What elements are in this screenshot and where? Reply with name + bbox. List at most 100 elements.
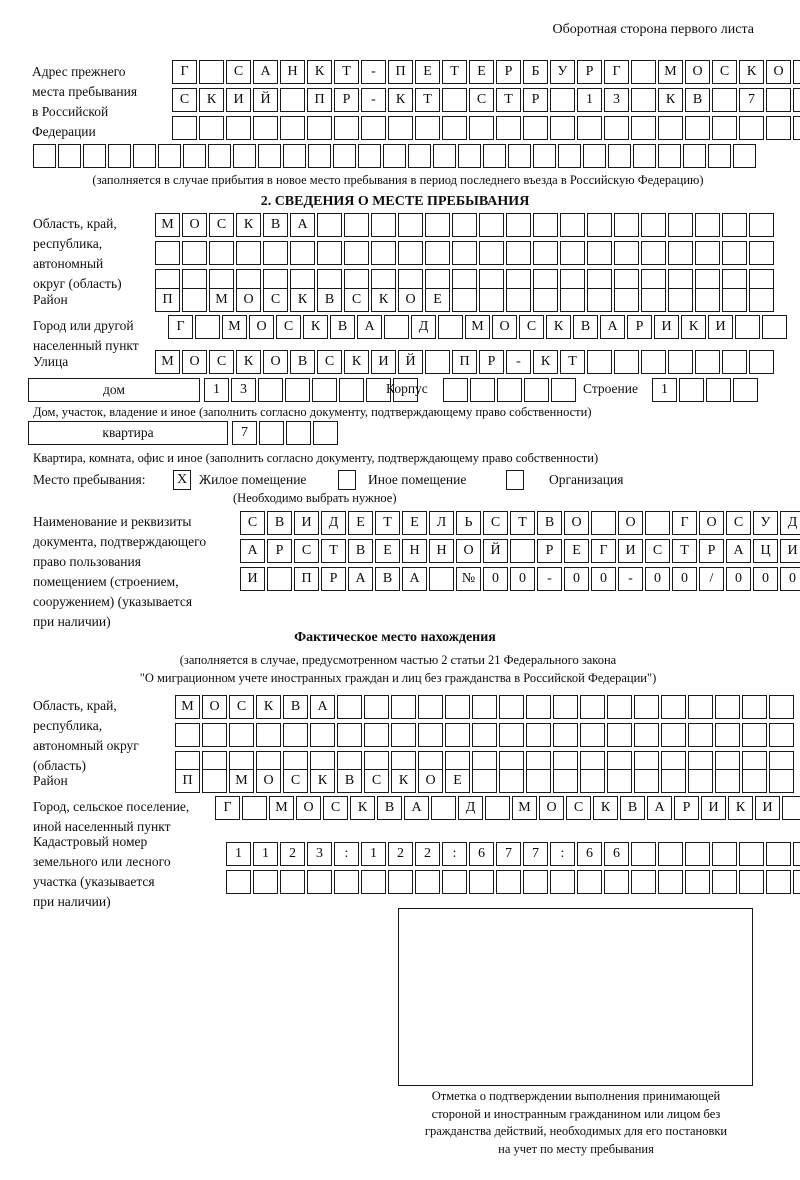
char-cell[interactable] (695, 350, 720, 374)
char-cell[interactable]: 1 (652, 378, 677, 402)
char-cell[interactable]: В (537, 511, 562, 535)
char-cell[interactable] (614, 213, 639, 237)
char-cell[interactable]: В (263, 213, 288, 237)
char-cell[interactable] (668, 241, 693, 265)
char-cell[interactable] (344, 213, 369, 237)
char-cell[interactable]: И (780, 539, 800, 563)
char-cell[interactable]: Т (560, 350, 585, 374)
char-cell[interactable] (695, 241, 720, 265)
char-cell[interactable] (526, 723, 551, 747)
char-cell[interactable] (183, 144, 206, 168)
char-cell[interactable]: У (753, 511, 778, 535)
char-cell[interactable] (388, 116, 413, 140)
char-cell[interactable] (280, 870, 305, 894)
char-cell[interactable]: 0 (483, 567, 508, 591)
char-cell[interactable] (182, 288, 207, 312)
char-cell[interactable]: Г (215, 796, 240, 820)
char-cell[interactable] (688, 769, 713, 793)
char-cell[interactable]: : (442, 842, 467, 866)
char-cell[interactable] (445, 695, 470, 719)
char-cell[interactable] (749, 213, 774, 237)
char-cell[interactable]: Т (415, 88, 440, 112)
char-cell[interactable] (199, 116, 224, 140)
char-cell[interactable] (202, 723, 227, 747)
char-cell[interactable] (523, 116, 548, 140)
char-cell[interactable]: С (364, 769, 389, 793)
char-cell[interactable] (312, 378, 337, 402)
char-cell[interactable] (580, 723, 605, 747)
char-cell[interactable]: В (377, 796, 402, 820)
char-cell[interactable]: И (701, 796, 726, 820)
char-cell[interactable] (438, 315, 463, 339)
char-cell[interactable] (452, 241, 477, 265)
char-cell[interactable]: Й (398, 350, 423, 374)
char-cell[interactable]: Р (523, 88, 548, 112)
char-cell[interactable]: 7 (496, 842, 521, 866)
char-cell[interactable] (766, 870, 791, 894)
char-cell[interactable] (715, 769, 740, 793)
char-cell[interactable]: 7 (232, 421, 257, 445)
char-cell[interactable]: В (573, 315, 598, 339)
char-cell[interactable] (550, 870, 575, 894)
char-cell[interactable]: В (330, 315, 355, 339)
char-cell[interactable] (499, 769, 524, 793)
char-cell[interactable] (715, 695, 740, 719)
char-cell[interactable] (722, 288, 747, 312)
char-cell[interactable] (688, 723, 713, 747)
char-cell[interactable] (384, 315, 409, 339)
char-cell[interactable]: Р (479, 350, 504, 374)
char-cell[interactable]: О (182, 213, 207, 237)
char-cell[interactable]: Д (411, 315, 436, 339)
char-cell[interactable] (533, 213, 558, 237)
char-cell[interactable] (587, 241, 612, 265)
char-cell[interactable]: А (402, 567, 427, 591)
char-cell[interactable] (258, 144, 281, 168)
char-cell[interactable] (712, 116, 737, 140)
char-cell[interactable] (749, 241, 774, 265)
char-cell[interactable]: Т (442, 60, 467, 84)
char-cell[interactable]: М (658, 60, 683, 84)
char-cell[interactable] (361, 870, 386, 894)
korpus-cells[interactable] (443, 378, 576, 402)
char-cell[interactable] (524, 378, 549, 402)
char-cell[interactable]: С (519, 315, 544, 339)
char-cell[interactable] (587, 350, 612, 374)
char-cell[interactable] (258, 378, 283, 402)
char-cell[interactable]: - (537, 567, 562, 591)
char-cell[interactable]: В (317, 288, 342, 312)
char-cell[interactable] (472, 769, 497, 793)
char-cell[interactable]: : (334, 842, 359, 866)
char-cell[interactable] (668, 213, 693, 237)
char-cell[interactable]: С (317, 350, 342, 374)
char-cell[interactable] (393, 378, 418, 402)
char-cell[interactable]: 3 (231, 378, 256, 402)
char-cell[interactable]: К (303, 315, 328, 339)
char-cell[interactable]: И (294, 511, 319, 535)
char-cell[interactable]: А (600, 315, 625, 339)
char-cell[interactable]: Р (577, 60, 602, 84)
char-cell[interactable] (469, 116, 494, 140)
char-cell[interactable]: Р (627, 315, 652, 339)
char-cell[interactable]: С (483, 511, 508, 535)
char-cell[interactable]: Е (375, 539, 400, 563)
char-cell[interactable] (591, 511, 616, 535)
char-cell[interactable] (560, 213, 585, 237)
char-cell[interactable]: В (267, 511, 292, 535)
char-cell[interactable]: Й (253, 88, 278, 112)
char-cell[interactable]: К (256, 695, 281, 719)
char-cell[interactable] (658, 144, 681, 168)
char-cell[interactable]: С (209, 350, 234, 374)
char-cell[interactable] (433, 144, 456, 168)
char-cell[interactable] (685, 116, 710, 140)
char-cell[interactable] (442, 88, 467, 112)
char-cell[interactable] (358, 144, 381, 168)
char-cell[interactable]: О (296, 796, 321, 820)
char-cell[interactable] (560, 288, 585, 312)
char-cell[interactable] (685, 870, 710, 894)
char-cell[interactable]: М (175, 695, 200, 719)
char-cell[interactable] (631, 116, 656, 140)
char-cell[interactable] (452, 288, 477, 312)
char-cell[interactable]: О (456, 539, 481, 563)
